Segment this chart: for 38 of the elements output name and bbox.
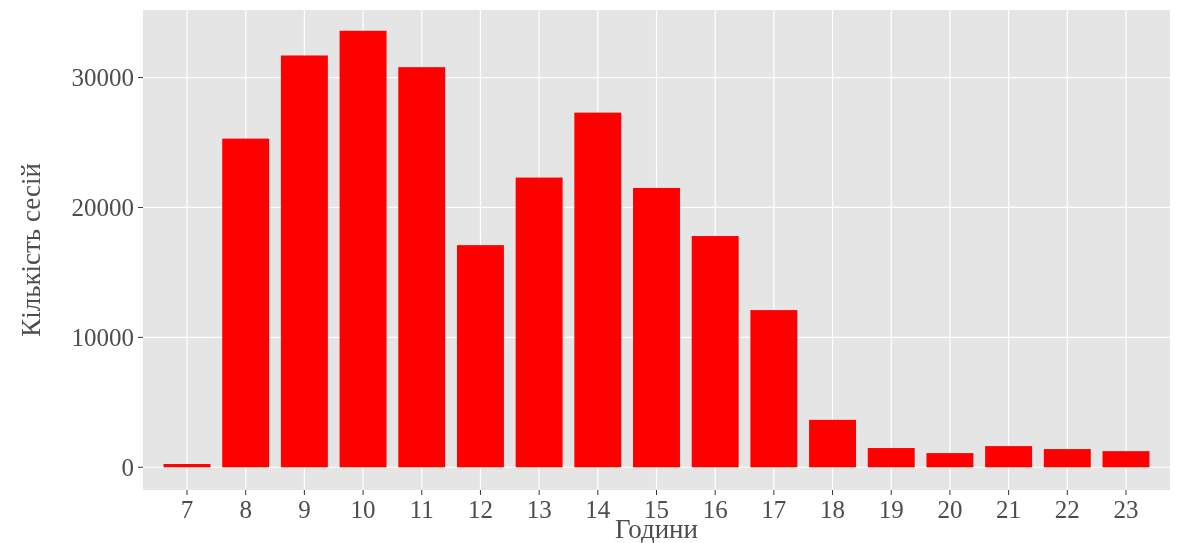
x-tick-label: 10 bbox=[350, 496, 376, 523]
bar bbox=[1102, 451, 1150, 468]
x-tick-label: 13 bbox=[526, 496, 552, 523]
bar bbox=[222, 138, 270, 468]
x-tick-label: 19 bbox=[878, 496, 904, 523]
bar bbox=[985, 446, 1033, 468]
y-axis-title: Кількість сесій bbox=[16, 163, 46, 337]
bar bbox=[398, 67, 446, 468]
y-tick-label: 0 bbox=[121, 454, 134, 482]
x-tick-label: 18 bbox=[820, 496, 846, 523]
bar bbox=[691, 236, 739, 468]
bar bbox=[750, 310, 798, 468]
bar bbox=[515, 177, 563, 468]
y-tick-label: 30000 bbox=[71, 64, 134, 92]
x-tick-label: 11 bbox=[409, 496, 434, 523]
x-tick-label: 16 bbox=[702, 496, 728, 523]
bar bbox=[809, 419, 857, 468]
x-tick-label: 8 bbox=[239, 496, 252, 523]
x-tick-label: 21 bbox=[996, 496, 1022, 523]
bar bbox=[633, 187, 680, 468]
x-tick-label: 9 bbox=[298, 496, 311, 523]
bar bbox=[574, 112, 622, 468]
bar bbox=[163, 464, 211, 468]
bar bbox=[926, 453, 974, 468]
bar bbox=[339, 30, 387, 468]
bar bbox=[1043, 449, 1091, 468]
bar bbox=[280, 55, 328, 468]
x-tick-label: 12 bbox=[467, 496, 493, 523]
x-tick-label: 7 bbox=[180, 496, 194, 523]
x-tick-label: 23 bbox=[1113, 496, 1139, 523]
x-tick-label: 14 bbox=[585, 496, 611, 523]
bar bbox=[456, 245, 504, 468]
bar bbox=[867, 448, 915, 468]
y-tick-label: 10000 bbox=[71, 324, 134, 352]
x-tick-label: 22 bbox=[1054, 496, 1080, 523]
x-tick-label: 17 bbox=[761, 496, 787, 523]
x-tick-label: 20 bbox=[937, 496, 963, 523]
y-tick-label: 20000 bbox=[71, 194, 134, 222]
